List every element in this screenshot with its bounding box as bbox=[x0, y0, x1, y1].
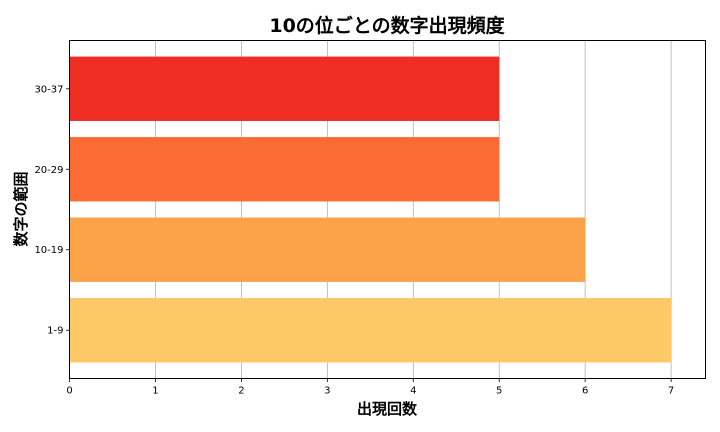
x-tick-label: 2 bbox=[238, 386, 244, 397]
x-tick-label: 7 bbox=[668, 386, 674, 397]
y-tick-label: 20-29 bbox=[34, 165, 63, 176]
x-axis-ticks: 0 1 2 3 4 5 6 7 bbox=[66, 378, 674, 397]
bar-30-37 bbox=[69, 56, 500, 121]
bar-10-19 bbox=[69, 217, 586, 282]
chart-title: 10の位ごとの数字出現頻度 bbox=[269, 14, 505, 37]
x-tick-label: 3 bbox=[324, 386, 330, 397]
y-tick-label: 30-37 bbox=[34, 84, 63, 95]
y-tick-label: 10-19 bbox=[34, 245, 63, 256]
x-tick-label: 4 bbox=[410, 386, 416, 397]
x-tick-label: 1 bbox=[152, 386, 158, 397]
y-axis-label: 数字の範囲 bbox=[12, 171, 30, 246]
x-tick-label: 6 bbox=[582, 386, 588, 397]
bar-1-9 bbox=[69, 298, 672, 363]
x-tick-label: 0 bbox=[66, 386, 72, 397]
plot-frame bbox=[69, 40, 706, 379]
x-axis-label: 出現回数 bbox=[357, 400, 418, 418]
y-tick-label: 1-9 bbox=[47, 326, 63, 337]
bars bbox=[69, 56, 672, 363]
y-axis-ticks: 1-9 10-19 20-29 30-37 bbox=[34, 84, 70, 337]
bar-20-29 bbox=[69, 137, 500, 202]
x-tick-label: 5 bbox=[496, 386, 502, 397]
